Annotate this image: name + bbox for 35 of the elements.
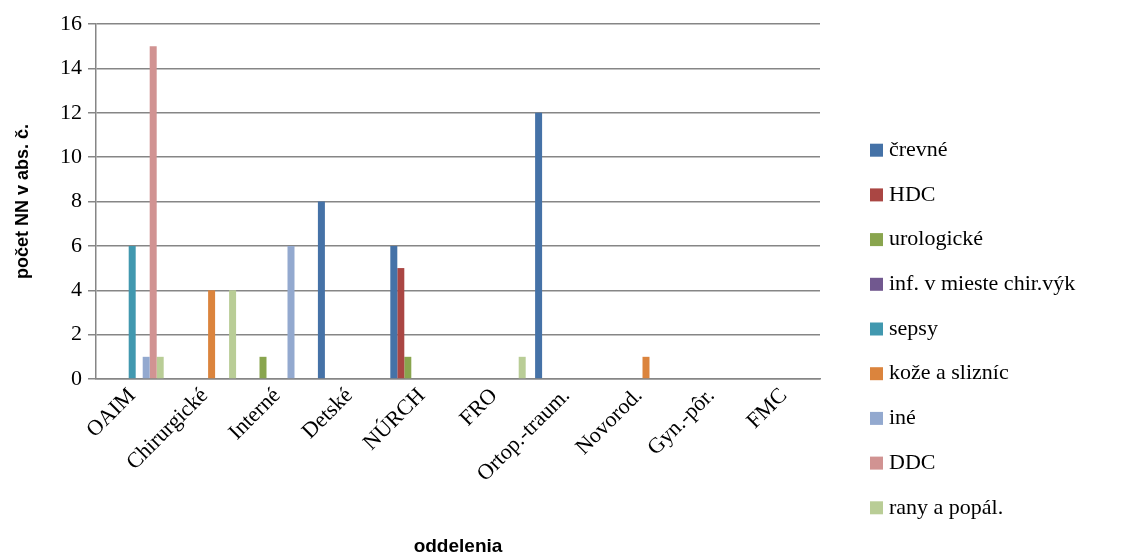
y-axis-title: počet NN v abs. č. bbox=[11, 123, 32, 280]
bar bbox=[128, 245, 136, 379]
y-tick-label: 16 bbox=[60, 9, 82, 35]
y-tick-label: 14 bbox=[60, 54, 82, 80]
legend-label: rany a popál. bbox=[889, 493, 1004, 519]
legend-label: iné bbox=[889, 404, 916, 430]
y-tick-label: 2 bbox=[71, 320, 82, 346]
bar bbox=[404, 356, 412, 379]
y-tick-label: 0 bbox=[71, 364, 82, 390]
bar bbox=[535, 112, 543, 379]
bar bbox=[390, 245, 398, 379]
legend-label: urologické bbox=[889, 225, 984, 251]
legend-label: HDC bbox=[889, 180, 936, 206]
bar bbox=[259, 356, 267, 379]
y-tick-label: 6 bbox=[71, 231, 82, 257]
bar bbox=[142, 356, 150, 379]
legend-label: DDC bbox=[889, 448, 936, 474]
bar bbox=[208, 290, 216, 379]
y-tick-label: 8 bbox=[71, 187, 82, 213]
legend-label: sepsy bbox=[889, 314, 938, 340]
bar bbox=[397, 268, 405, 379]
bar bbox=[317, 201, 325, 379]
y-tick-label: 4 bbox=[71, 276, 82, 302]
bar bbox=[287, 245, 295, 379]
x-axis-title: oddelenia bbox=[413, 534, 503, 556]
bar bbox=[229, 290, 237, 379]
bar bbox=[518, 356, 526, 379]
y-tick-label: 12 bbox=[60, 98, 82, 124]
bar bbox=[156, 356, 164, 379]
bar bbox=[149, 46, 157, 379]
legend-label: inf. v mieste chir.výk bbox=[889, 270, 1076, 296]
y-tick-label: 10 bbox=[60, 142, 82, 168]
legend-label: kože a slizníc bbox=[889, 359, 1009, 385]
bar bbox=[642, 356, 650, 379]
legend-label: črevné bbox=[889, 135, 948, 161]
